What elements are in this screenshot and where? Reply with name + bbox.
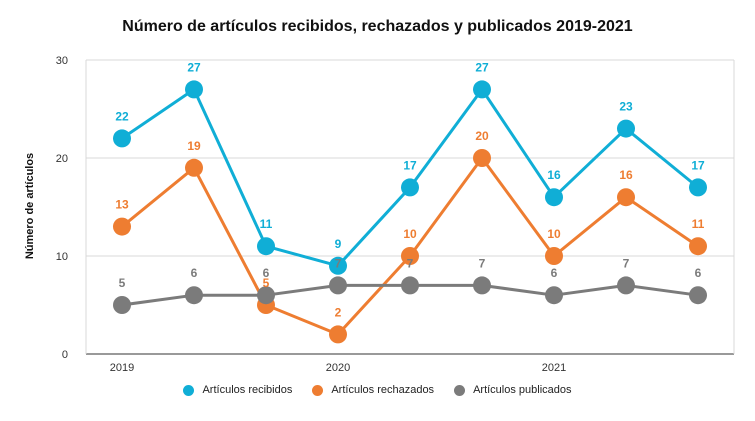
data-label-series-1: 27: [187, 60, 201, 74]
data-point-series-1: [545, 188, 563, 207]
data-label-series-1: 17: [403, 158, 417, 172]
data-point-series-1: [257, 237, 275, 256]
data-label-series-3: 6: [551, 266, 558, 280]
legend-label: Artículos recibidos: [202, 384, 293, 396]
data-label-series-2: 16: [619, 168, 633, 182]
data-label-series-3: 7: [623, 256, 630, 270]
legend: Artículos recibidos Artículos rechazados A…: [0, 384, 755, 396]
data-point-series-2: [473, 149, 491, 167]
data-point-series-2: [113, 217, 131, 236]
data-label-series-2: 11: [692, 217, 705, 231]
data-point-series-2: [689, 237, 707, 256]
x-tick-label: 2019: [110, 362, 134, 374]
data-label-series-1: 16: [547, 168, 561, 182]
data-label-series-1: 23: [619, 100, 633, 114]
data-point-series-3: [113, 296, 131, 314]
data-label-series-3: 7: [407, 256, 414, 270]
data-label-series-3: 6: [263, 266, 270, 280]
data-point-series-1: [113, 129, 131, 148]
legend-item-1: Artículos recibidos: [183, 384, 292, 396]
data-point-series-2: [401, 247, 419, 265]
data-point-series-3: [257, 286, 275, 305]
data-label-series-3: 5: [119, 276, 126, 290]
data-point-series-3: [545, 286, 563, 305]
data-point-series-1: [329, 256, 347, 275]
x-tick-label: 2021: [542, 362, 566, 374]
data-point-series-3: [689, 286, 707, 305]
data-point-series-1: [401, 178, 419, 197]
legend-label: Artículos rechazados: [331, 384, 435, 396]
data-point-series-2: [329, 325, 347, 344]
legend-swatch: [454, 384, 466, 396]
data-point-series-1: [689, 178, 707, 197]
x-tick-label: 2020: [326, 362, 350, 374]
y-tick-label: 30: [56, 55, 68, 67]
y-tick-label: 0: [62, 349, 68, 361]
data-label-series-3: 7: [479, 256, 486, 270]
data-label-series-2: 20: [475, 129, 489, 143]
data-label-series-1: 22: [115, 109, 129, 123]
legend-swatch: [183, 384, 195, 396]
data-point-series-3: [473, 276, 491, 295]
y-tick-label: 20: [56, 153, 68, 165]
data-label-series-2: 5: [263, 276, 270, 290]
data-label-series-1: 17: [691, 158, 705, 172]
data-point-series-2: [617, 188, 635, 207]
data-point-series-1: [185, 80, 203, 99]
legend-item-2: Artículos rechazados: [312, 384, 434, 396]
data-label-series-2: 19: [187, 139, 201, 153]
data-point-series-3: [185, 286, 203, 305]
data-point-series-3: [401, 276, 419, 295]
legend-swatch: [312, 384, 324, 396]
legend-label: Artículos publicados: [473, 384, 572, 396]
data-label-series-2: 13: [115, 198, 129, 212]
data-label-series-2: 10: [547, 227, 561, 241]
data-label-series-1: 27: [475, 60, 489, 74]
data-point-series-1: [473, 80, 491, 99]
legend-item-3: Artículos publicados: [454, 384, 572, 396]
data-point-series-1: [617, 119, 635, 138]
data-point-series-2: [545, 247, 563, 265]
data-point-series-3: [329, 276, 347, 295]
data-label-series-3: 6: [191, 266, 198, 280]
data-label-series-2: 2: [335, 305, 342, 319]
data-label-series-1: 9: [335, 237, 342, 251]
data-point-series-3: [617, 276, 635, 295]
y-tick-label: 10: [56, 251, 68, 263]
chart-title: Número de artículos recibidos, rechazado…: [122, 18, 633, 35]
data-point-series-2: [185, 158, 203, 177]
data-label-series-3: 6: [695, 266, 702, 280]
data-label-series-1: 11: [260, 217, 273, 231]
data-label-series-2: 10: [403, 227, 417, 241]
data-label-series-3: 7: [335, 256, 342, 270]
